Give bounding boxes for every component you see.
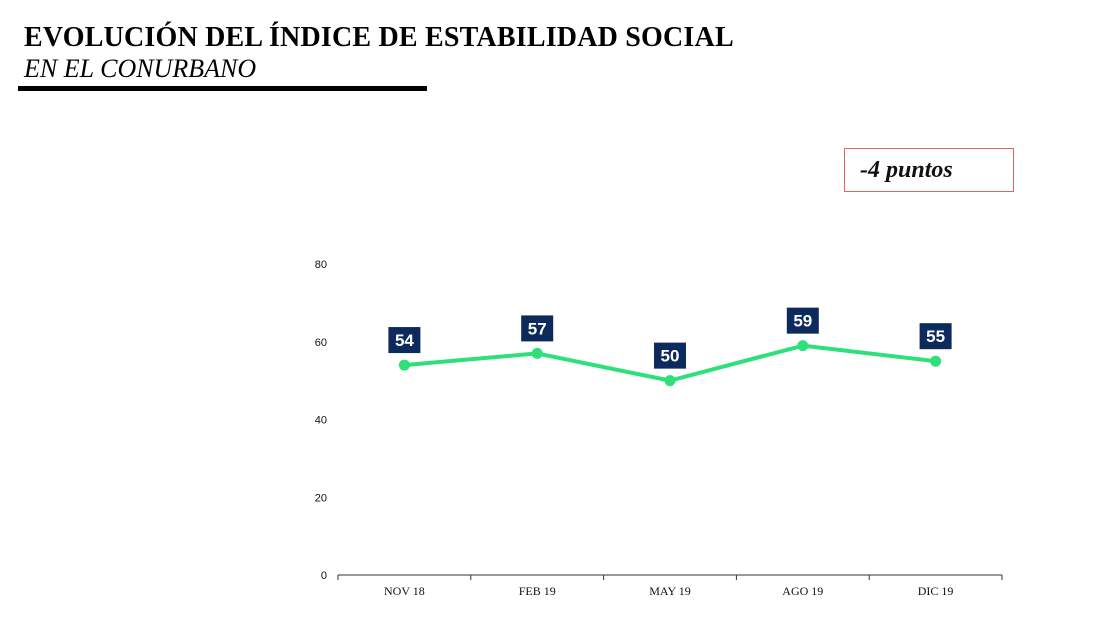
x-tick-label: AGO 19 <box>782 584 823 598</box>
data-label-box <box>654 342 686 369</box>
change-badge: -4 puntos <box>844 148 1014 192</box>
data-label: 59 <box>793 312 812 331</box>
y-tick-label: 60 <box>315 337 327 349</box>
data-point <box>797 340 809 352</box>
data-label: 57 <box>528 319 547 338</box>
title-underline <box>18 86 427 91</box>
x-tick-label: FEB 19 <box>519 584 556 598</box>
data-label: 55 <box>926 327 945 346</box>
y-tick-label: 80 <box>315 259 327 271</box>
x-tick-label: MAY 19 <box>649 584 690 598</box>
data-label-box <box>786 307 819 334</box>
y-tick-label: 0 <box>321 570 327 582</box>
chart-subtitle: EN EL CONURBANO <box>24 54 257 83</box>
data-label: 54 <box>395 331 414 350</box>
data-point <box>664 375 676 387</box>
data-point <box>531 347 543 359</box>
y-tick-label: 20 <box>315 492 327 504</box>
data-label-box <box>388 327 421 354</box>
data-label-box <box>919 323 952 350</box>
x-tick-label: DIC 19 <box>918 584 954 598</box>
y-tick-label: 40 <box>315 415 327 427</box>
data-label-box <box>521 315 554 342</box>
data-point <box>398 359 410 371</box>
data-point <box>930 355 942 367</box>
x-tick-label: NOV 18 <box>384 584 425 598</box>
change-badge-text: -4 puntos <box>860 156 953 183</box>
chart-title: EVOLUCIÓN DEL ÍNDICE DE ESTABILIDAD SOCI… <box>24 22 734 53</box>
data-label: 50 <box>661 347 680 366</box>
